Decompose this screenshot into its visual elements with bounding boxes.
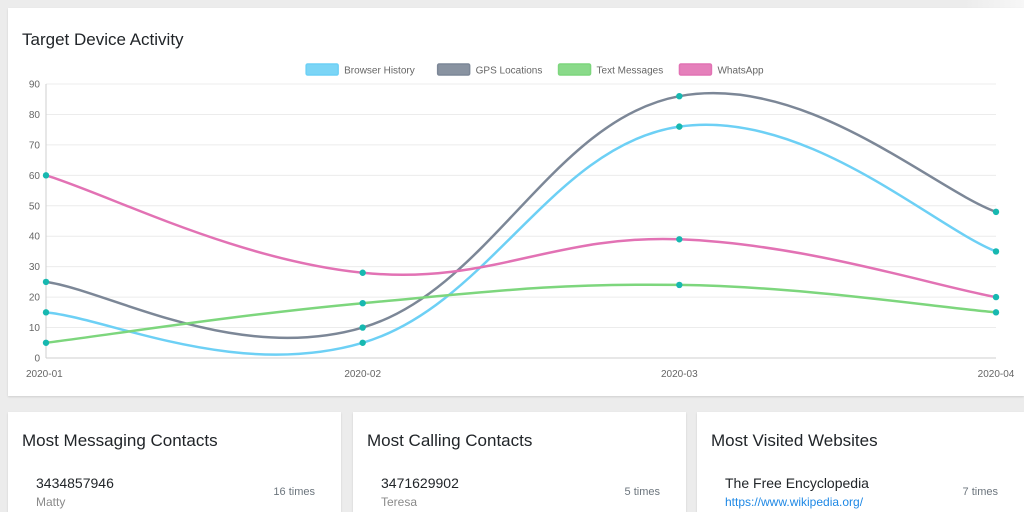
card-title-websites: Most Visited Websites: [711, 431, 878, 450]
legend-label: Text Messages: [597, 66, 664, 77]
data-point-gps-locations: [676, 92, 683, 100]
data-point-whatsapp: [359, 269, 366, 276]
visit-count: 7 times: [962, 486, 998, 498]
data-point-browser-history: [992, 248, 1000, 255]
data-point-browser-history: [676, 123, 683, 130]
data-point-text-messages: [359, 300, 366, 307]
legend-swatch: [305, 63, 339, 76]
data-point-whatsapp: [992, 293, 1000, 301]
data-point-browser-history: [359, 339, 366, 346]
y-tick-label: 40: [29, 232, 41, 243]
calling-contact-entry[interactable]: 3471629902 Teresa 5 times: [381, 475, 660, 509]
message-count: 16 times: [273, 486, 315, 498]
legend-swatch: [557, 63, 592, 76]
y-tick-label: 80: [29, 110, 41, 121]
data-point-text-messages: [676, 281, 683, 289]
call-count: 5 times: [624, 486, 660, 498]
website-link[interactable]: https://www.wikipedia.org/: [725, 495, 864, 509]
data-point-browser-history: [42, 309, 50, 316]
x-tick-label: 2020-03: [661, 369, 698, 380]
activity-line-chart: 0 10 20 30 40 50 60 70 80 90 Browser History GPS L…: [26, 63, 1015, 380]
messaging-contact-entry[interactable]: 3434857946 Matty 16 times: [36, 475, 315, 509]
legend-label: WhatsApp: [717, 66, 764, 77]
y-tick-label: 10: [29, 323, 41, 334]
legend-label: GPS Locations: [476, 66, 543, 77]
y-tick-label: 90: [29, 80, 41, 91]
card-title-calling: Most Calling Contacts: [367, 431, 533, 450]
data-point-whatsapp: [676, 236, 683, 243]
x-tick-label: 2020-04: [978, 369, 1015, 380]
most-visited-websites-card: Most Visited Websites The Free Encyclope…: [697, 412, 1024, 512]
card-title-messaging: Most Messaging Contacts: [22, 431, 218, 450]
y-tick-label: 50: [29, 201, 41, 212]
series-line-gps-locations: [45, 91, 997, 340]
y-tick-label: 0: [34, 354, 40, 365]
legend-swatch: [436, 63, 471, 76]
contact-number: 3434857946: [36, 475, 114, 491]
website-entry: The Free Encyclopedia https://www.wikipe…: [725, 475, 998, 509]
data-point-whatsapp: [42, 172, 50, 179]
top-edge-shadow: [964, 0, 1024, 10]
contact-number: 3471629902: [381, 475, 459, 491]
series-line-whatsapp: [45, 174, 997, 299]
contact-name: Teresa: [381, 495, 418, 509]
y-tick-label: 30: [29, 262, 41, 273]
data-point-text-messages: [992, 309, 1000, 316]
website-name: The Free Encyclopedia: [725, 475, 869, 491]
most-messaging-contacts-card: Most Messaging Contacts 3434857946 Matty…: [8, 412, 341, 512]
x-tick-label: 2020-02: [344, 369, 381, 380]
series-line-text-messages: [45, 283, 997, 345]
data-point-gps-locations: [42, 278, 50, 286]
data-point-gps-locations: [359, 324, 366, 331]
x-tick-label: 2020-01: [26, 369, 63, 380]
chart-title: Target Device Activity: [22, 30, 184, 49]
legend-label: Browser History: [344, 66, 415, 77]
most-calling-contacts-card: Most Calling Contacts 3471629902 Teresa …: [353, 412, 686, 512]
y-tick-label: 20: [29, 293, 41, 304]
data-point-text-messages: [42, 339, 50, 346]
y-tick-label: 60: [29, 171, 41, 182]
legend-swatch: [678, 63, 713, 76]
data-point-gps-locations: [992, 208, 1000, 216]
series-line-browser-history: [45, 123, 997, 356]
activity-chart-card: Target Device Activity 0 10 20 30 40 50 60 70 80…: [8, 8, 1024, 396]
y-tick-label: 70: [29, 140, 41, 151]
